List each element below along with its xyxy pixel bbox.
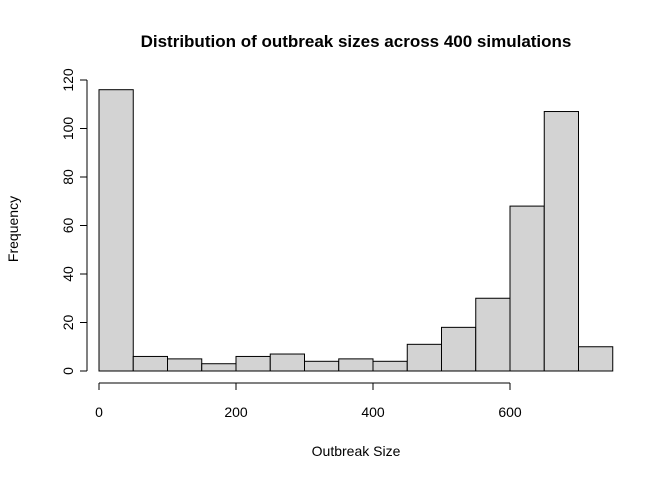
histogram-bar [543, 111, 579, 372]
x-tick-label: 0 [95, 404, 103, 420]
y-axis: 0 20 40 60 80 100 120 [60, 68, 88, 375]
y-tick-label: 40 [60, 266, 76, 282]
chart-title: Distribution of outbreak sizes across 40… [141, 32, 572, 51]
histogram-bar [167, 358, 203, 372]
x-tick-label: 600 [498, 404, 522, 420]
histogram-bar [201, 363, 237, 372]
histogram-bar [578, 346, 614, 372]
histogram-bar [269, 353, 305, 372]
y-tick-label: 100 [60, 117, 76, 141]
histogram-bar [475, 297, 511, 372]
histogram-bar [406, 343, 442, 372]
y-tick-label: 20 [60, 315, 76, 331]
histogram-bar [304, 360, 340, 372]
histogram-bar [98, 89, 134, 372]
y-tick-label: 60 [60, 218, 76, 234]
histogram-bar [235, 355, 271, 372]
x-tick-label: 200 [224, 404, 248, 420]
histogram-bar [338, 358, 374, 372]
y-tick-label: 120 [60, 68, 76, 92]
y-tick-label: 0 [60, 367, 76, 375]
y-tick-label: 80 [60, 169, 76, 185]
histogram-bar [509, 205, 545, 372]
x-axis: 0 200 400 600 [95, 382, 522, 420]
histogram-bar [132, 355, 168, 372]
histogram-bar [372, 360, 408, 372]
y-axis-label: Frequency [5, 196, 21, 262]
x-axis-label: Outbreak Size [312, 443, 401, 459]
bars-group [98, 89, 614, 372]
histogram-bar [441, 326, 477, 372]
x-tick-label: 400 [361, 404, 385, 420]
